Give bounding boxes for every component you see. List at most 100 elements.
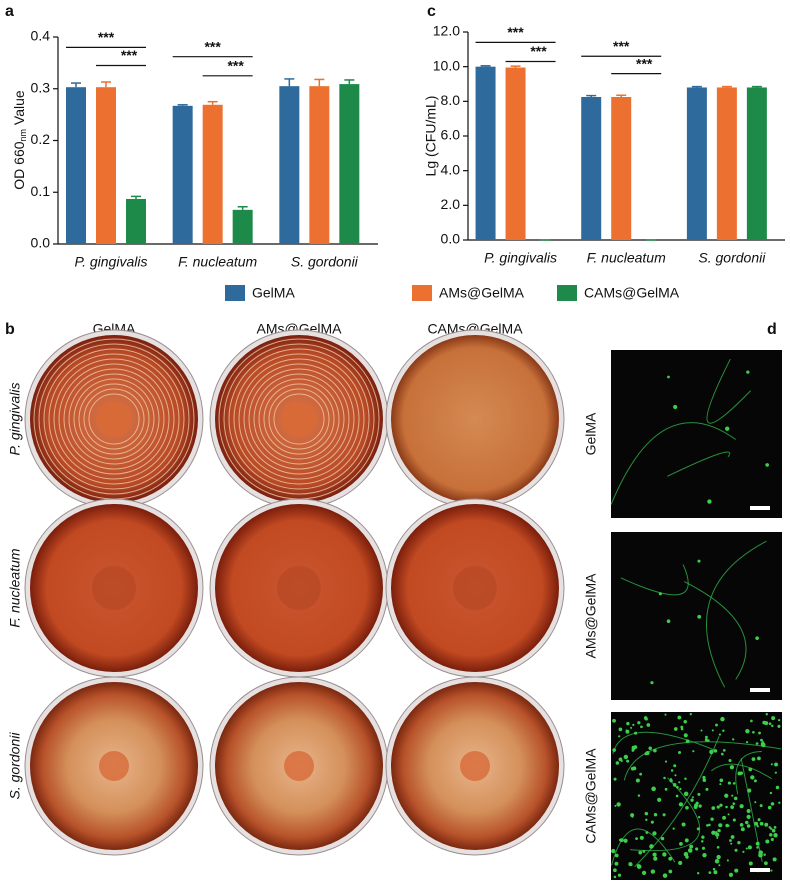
- cell: [663, 776, 666, 780]
- cell: [696, 872, 700, 875]
- error-bar: [101, 81, 111, 88]
- scale-bar: [750, 688, 770, 692]
- cell: [638, 850, 643, 855]
- cell: [751, 757, 756, 762]
- cell: [645, 818, 648, 821]
- panel-label: c: [427, 3, 436, 20]
- cell: [728, 872, 734, 877]
- cell: [615, 761, 620, 765]
- cell: [646, 723, 651, 727]
- micrograph: [611, 350, 782, 518]
- cell: [692, 750, 695, 753]
- cell: [728, 758, 732, 763]
- x-tick-label: F. nucleatum: [178, 254, 257, 270]
- cell: [658, 592, 662, 596]
- cell: [625, 729, 628, 732]
- legend-label: AMs@GelMA: [439, 285, 525, 301]
- cell: [696, 827, 700, 831]
- cell: [690, 798, 694, 802]
- y-tick-label: 0.0: [441, 231, 461, 247]
- cell: [711, 729, 714, 732]
- cell: [770, 837, 774, 841]
- error-bar: [314, 78, 325, 87]
- filament: [706, 358, 752, 424]
- cell: [631, 748, 635, 752]
- cell: [697, 614, 702, 619]
- y-label-part: nm: [18, 129, 28, 142]
- row-label: P. gingivalis: [7, 383, 23, 456]
- cell: [652, 831, 657, 836]
- cell: [772, 857, 777, 862]
- cell: [632, 723, 635, 726]
- cell: [678, 860, 683, 865]
- cell: [673, 404, 678, 410]
- cell: [617, 873, 622, 877]
- cell: [719, 803, 723, 807]
- x-tick-label: S. gordonii: [698, 250, 766, 266]
- ring: [263, 383, 335, 455]
- cell: [623, 754, 629, 760]
- cell: [702, 852, 707, 858]
- cell: [701, 846, 706, 850]
- cell: [732, 738, 735, 741]
- ring: [43, 348, 185, 490]
- cell: [718, 823, 723, 828]
- cell: [669, 778, 673, 781]
- cell: [727, 781, 731, 785]
- cell: [678, 802, 684, 807]
- cell: [764, 721, 769, 726]
- cell: [676, 785, 679, 789]
- ring: [228, 348, 370, 490]
- cell: [648, 746, 652, 750]
- cell: [636, 864, 642, 869]
- y-tick-label: 10.0: [433, 57, 460, 73]
- cell: [645, 718, 648, 721]
- cell: [704, 738, 708, 742]
- error-bar: [177, 104, 188, 106]
- bar: [339, 84, 360, 244]
- cell: [666, 619, 671, 623]
- cell: [701, 835, 705, 839]
- cell: [763, 853, 766, 856]
- cell: [769, 833, 773, 837]
- cell: [618, 727, 623, 732]
- cell: [771, 828, 776, 833]
- error-bar: [586, 94, 597, 97]
- bar: [172, 105, 193, 244]
- cell: [670, 769, 674, 772]
- panel-label: a: [5, 3, 14, 20]
- cell: [630, 813, 635, 818]
- bar: [686, 87, 707, 240]
- cell: [758, 731, 761, 735]
- cell: [664, 760, 668, 763]
- ring: [73, 378, 155, 460]
- ring: [268, 388, 330, 450]
- cell: [711, 806, 716, 810]
- cell: [675, 794, 679, 798]
- error-bar: [284, 78, 295, 87]
- cell: [685, 855, 689, 859]
- cell: [724, 793, 729, 798]
- cell: [714, 859, 720, 864]
- panel-label: b: [5, 321, 15, 338]
- y-tick-label: 0.2: [31, 131, 51, 147]
- cell: [650, 681, 654, 685]
- cell: [758, 850, 763, 855]
- cell: [717, 828, 721, 833]
- filament: [735, 751, 762, 795]
- cell: [626, 759, 630, 763]
- plate-center: [281, 401, 317, 437]
- cell: [684, 838, 689, 843]
- plate-center: [460, 751, 490, 781]
- cell: [613, 868, 617, 873]
- cell: [774, 762, 779, 767]
- bar: [505, 67, 526, 241]
- cell: [734, 868, 739, 873]
- cell: [668, 856, 673, 861]
- cell: [673, 764, 677, 768]
- x-tick-label: F. nucleatum: [587, 250, 666, 266]
- ring: [78, 383, 150, 455]
- cell: [729, 839, 732, 842]
- cell: [683, 733, 688, 738]
- cell: [715, 831, 718, 834]
